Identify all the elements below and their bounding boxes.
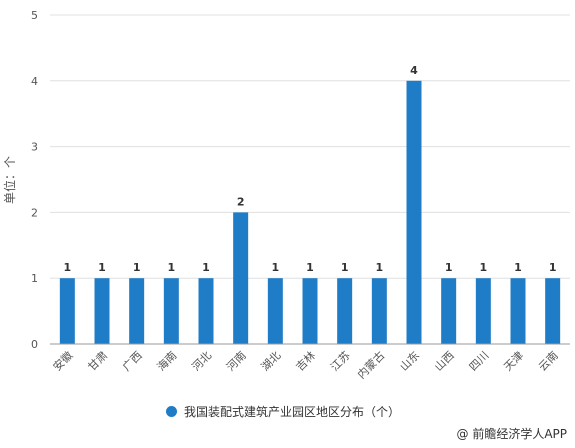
x-tick-label: 吉林 [293,348,318,373]
bar-吉林 [302,278,318,344]
data-label: 1 [133,261,141,274]
x-tick-label: 海南 [154,348,179,373]
x-tick-label: 甘肃 [85,349,110,374]
legend-label: 我国装配式建筑产业园区地区分布（个） [184,405,401,419]
x-tick-label: 天津 [501,349,526,374]
bar-河南 [233,212,249,344]
bar-安徽 [59,278,75,344]
y-tick-label: 4 [31,75,38,88]
data-label: 4 [410,64,418,77]
data-label: 1 [341,261,349,274]
bar-河北 [198,278,214,344]
source-credit: @ 前瞻经济学人APP [456,427,568,441]
bar-甘肃 [94,278,110,344]
x-tick-label: 山东 [397,349,422,374]
x-tick-label: 广西 [120,349,145,374]
data-label: 1 [480,261,488,274]
x-tick-label: 四川 [467,349,492,374]
data-label: 1 [98,261,106,274]
data-labels: 1 1 1 1 1 2 1 1 1 1 4 1 1 1 1 [64,64,557,274]
legend-marker [166,406,177,417]
data-label: 1 [376,261,384,274]
y-tick-label: 3 [31,141,38,154]
x-axis-ticks: 安徽 甘肃 广西 海南 河北 河南 湖北 吉林 江苏 内蒙古 山东 山西 四川 天津 云南 [50,348,561,381]
x-tick-label: 安徽 [50,348,75,373]
data-label: 1 [514,261,522,274]
x-tick-label: 湖北 [259,349,284,374]
x-tick-label: 山西 [432,349,457,374]
bar-山西 [441,278,457,344]
x-tick-label: 河南 [224,349,249,374]
bar-海南 [163,278,179,344]
legend: 我国装配式建筑产业园区地区分布（个） [166,403,400,420]
data-label: 1 [445,261,453,274]
y-axis-label: 单位：个 [2,156,17,204]
x-tick-label: 内蒙古 [354,348,387,381]
y-tick-label: 0 [31,338,38,351]
data-label: 1 [202,261,210,274]
bar-云南 [545,278,561,344]
bar-天津 [510,278,526,344]
data-label: 1 [272,261,280,274]
y-tick-label: 2 [31,206,38,219]
bar-内蒙古 [371,278,387,344]
data-label: 1 [549,261,557,274]
bar-广西 [129,278,145,344]
bar-四川 [475,278,491,344]
y-tick-label: 1 [31,272,38,285]
bar-山东 [406,80,422,345]
x-tick-label: 云南 [536,349,561,374]
x-tick-label: 江苏 [328,349,353,374]
data-label: 1 [168,261,176,274]
data-label: 1 [64,261,72,274]
bar-湖北 [267,278,283,344]
bar-江苏 [337,278,353,344]
x-tick-label: 河北 [189,349,214,374]
gridlines [50,14,570,279]
data-label: 2 [237,195,245,208]
y-axis-ticks: 0 1 2 3 4 5 [31,9,38,351]
y-tick-label: 5 [31,9,38,22]
bars [59,80,561,345]
data-label: 1 [306,261,314,274]
